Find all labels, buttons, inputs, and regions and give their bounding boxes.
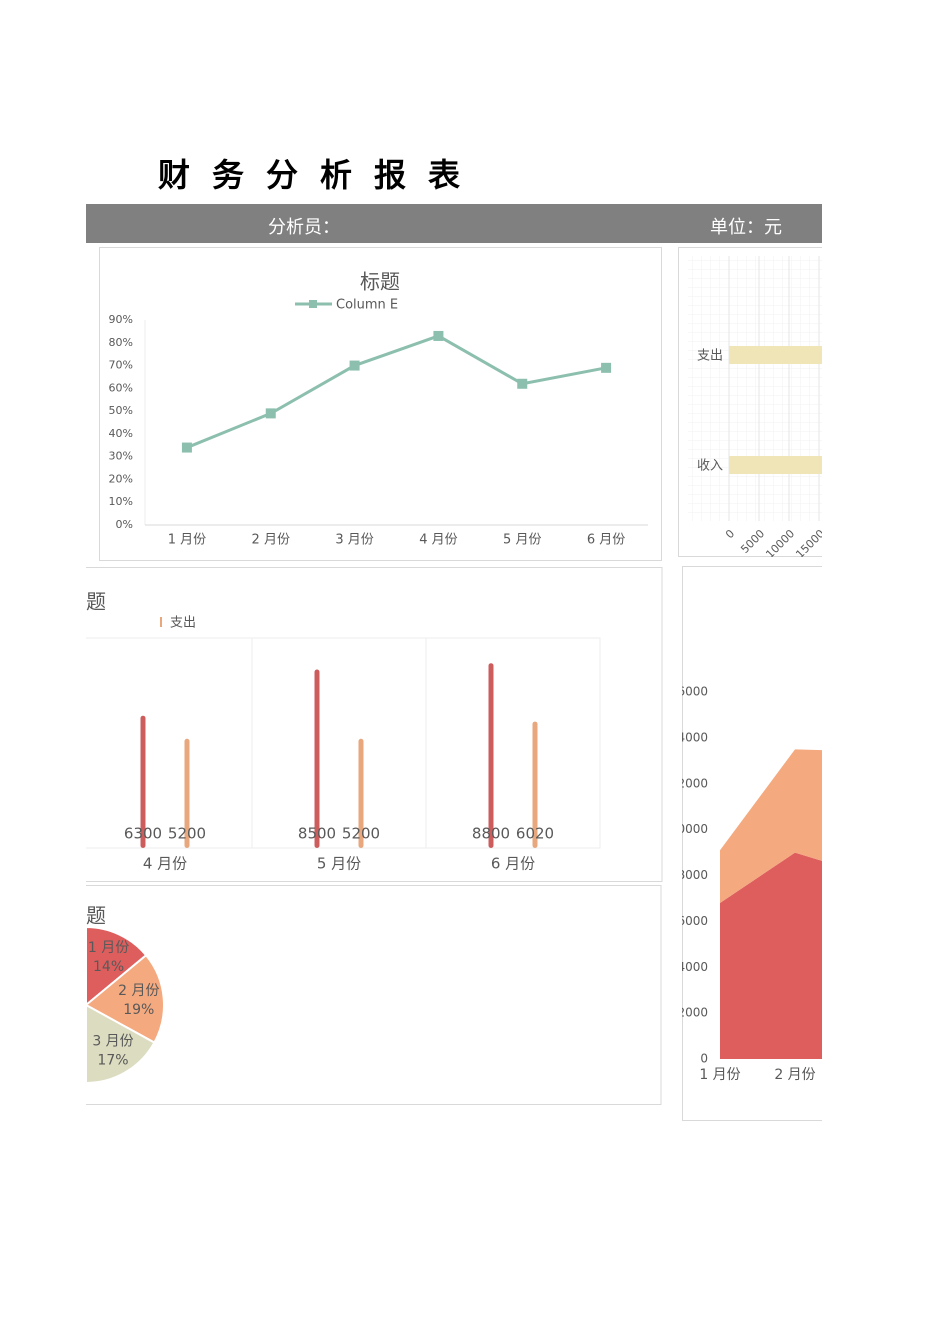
y-tick-label: 14000 [682,730,708,744]
pie-slice [86,953,165,1044]
slice-label: 3 月份 17% [92,1034,133,1069]
x-tick-label: 4 月份 [143,855,187,873]
x-tick-label: 4 月份 [419,533,457,548]
area-panel: 0 2000 4000 6000 8000 10000 12000 14000 16000 1 月… [682,566,822,1121]
y-tick-label: 10000 [682,822,708,836]
slice-label: 1 月份 14% [88,940,129,975]
unit-label: 单位：元 [710,217,782,238]
bar [314,669,320,848]
y-tick-label: 0% [116,518,133,531]
bar [184,738,190,848]
y-tick-label: 支出 [697,349,723,364]
y-tick-label: 16000 [682,685,708,699]
chart-title: 标题 [86,590,106,614]
y-tick-label: 4000 [682,960,708,974]
y-tick-label: 6000 [682,914,708,928]
y-tick-label: 80% [109,336,133,349]
value-label: 6020 [516,825,554,843]
slice-category: 1 月份 [88,940,129,956]
panel-border [86,567,663,882]
y-tick-label: 收入 [697,459,723,474]
y-tick-label: 70% [109,359,133,372]
slice-category: 2 月份 [118,983,159,999]
panel-border [99,247,662,561]
y-tick-label: 12000 [682,776,708,790]
slice-label: 2 月份 19% [118,983,159,1018]
y-tick-label: 2000 [682,1006,708,1020]
value-label: 8800 [472,825,510,843]
slice-value: 17% [97,1053,128,1069]
bar [488,663,494,848]
slice-value: 19% [123,1002,154,1018]
line-panel: 标题 0% 10% 20% 30% 40% 50% 60% 70% 80% 90% 1 月份 2 月份 3… [99,247,662,561]
plot-border [86,637,601,849]
x-tick-label: 6 月份 [491,855,535,873]
point-marker [265,408,276,419]
point-marker [349,360,360,371]
y-tick-label: 30% [109,450,133,463]
value-label: 8500 [298,825,336,843]
bar [729,346,822,364]
slice-category: 3 月份 [92,1034,133,1050]
value-label: 5200 [168,825,206,843]
x-tick-label: 2 月份 [774,1067,815,1083]
x-tick-label: 5 月份 [317,855,361,873]
y-tick-label: 50% [109,404,133,417]
bar [358,738,364,848]
x-tick-label: 5 月份 [503,533,541,548]
legend-label: Column E [336,298,398,313]
panel-border [86,885,662,1105]
point-marker [517,378,528,389]
value-label: 6300 [124,825,162,843]
y-tick-label: 20% [109,472,133,485]
chart-title: 标题 [86,904,106,928]
y-tick-label: 60% [109,381,133,394]
pie-slice [86,925,148,1007]
x-tick-label: 6 月份 [587,533,625,548]
legend-label: 支出 [170,616,196,631]
legend-marker [160,617,162,627]
bar [729,456,822,474]
legend-marker [309,300,317,308]
bar [532,721,538,848]
bar [140,715,146,848]
minor-grid [688,256,822,521]
x-tick-label: 3 月份 [335,533,373,548]
chart-title: 标题 [360,270,400,294]
header-bar: 分析员： 单位：元 [86,204,822,243]
series-line [186,334,607,449]
x-tick-label: 2 月份 [252,533,290,548]
y-tick-label: 10% [109,495,133,508]
value-label: 5200 [342,825,380,843]
pie-slice [86,1003,156,1085]
x-tick-label: 1 月份 [168,533,206,548]
area [720,852,822,1059]
y-tick-label: 0 [700,1052,708,1066]
point-marker [181,442,192,453]
column-panel: 标题 4 月份 5 月份 6 月份 6300 8500 8800 支出 5200 5200 6020 [86,567,663,882]
point-marker [433,330,444,341]
report-title: 财务分析报表 [158,156,483,194]
y-tick-label: 90% [109,313,133,326]
x-tick-label: 1 月份 [699,1067,740,1083]
slice-value: 14% [93,959,124,975]
y-tick-label: 8000 [682,868,708,882]
area [720,749,822,904]
analyst-label: 分析员： [268,217,340,238]
point-marker [601,362,612,373]
y-tick-label: 40% [109,427,133,440]
